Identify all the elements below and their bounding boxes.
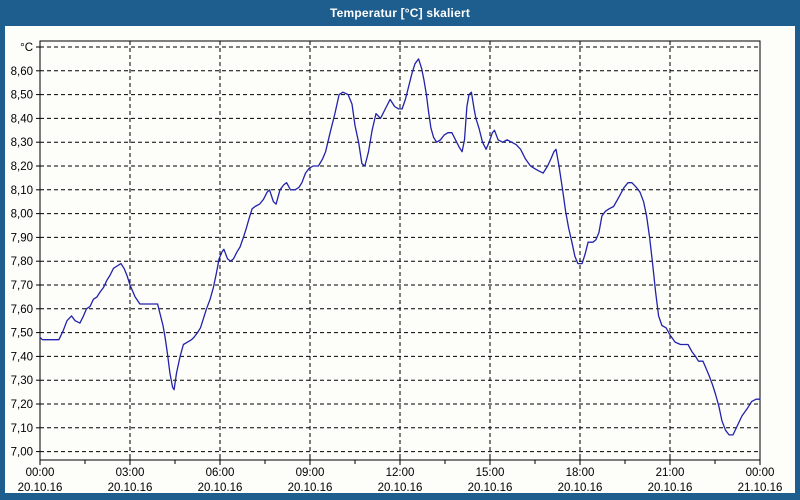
y-tick-label: 7,10 [11,423,33,435]
y-tick-label: °C [20,42,33,54]
y-tick-label: 8,50 [11,90,33,102]
x-tick-time-label: 09:00 [296,467,325,479]
x-tick-date-label: 20.10.16 [108,482,153,493]
y-tick-label: 7,80 [11,256,33,268]
x-tick-date-label: 20.10.16 [288,482,333,493]
y-tick-label: 7,60 [11,304,33,316]
y-tick-label: 8,20 [11,161,33,173]
x-tick-date-label: 20.10.16 [648,482,693,493]
x-tick-date-label: 21.10.16 [738,482,783,493]
y-tick-label: 7,90 [11,232,33,244]
x-tick-time-label: 15:00 [476,467,505,479]
x-tick-time-label: 03:00 [116,467,145,479]
window-titlebar[interactable]: Temperatur [°C] skaliert [0,0,800,26]
x-tick-date-label: 20.10.16 [198,482,243,493]
y-tick-label: 7,70 [11,280,33,292]
y-tick-label: 8,10 [11,185,33,197]
y-tick-label: 7,20 [11,399,33,411]
x-tick-time-label: 00:00 [26,467,55,479]
x-tick-time-label: 12:00 [386,467,415,479]
temperature-chart: °C 8,60 8,50 8,40 8,30 8,20 8,10 8,00 7,90 7,80 7,… [11,40,783,494]
y-tick-label: 7,00 [11,447,33,459]
x-tick-date-label: 20.10.16 [468,482,513,493]
x-tick-time-label: 06:00 [206,467,235,479]
y-tick-label: 7,40 [11,351,33,363]
y-tick-label: 8,40 [11,113,33,125]
y-tick-label: 7,50 [11,328,33,340]
temperature-series-line [39,58,761,436]
x-tick-date-label: 20.10.16 [18,482,63,493]
x-tick-date-label: 20.10.16 [558,482,603,493]
y-tick-label: 7,30 [11,375,33,387]
y-tick-label: 8,30 [11,137,33,149]
plot-border [39,40,761,461]
x-tick-time-label: 00:00 [746,467,775,479]
y-tick-label: 8,60 [11,66,33,78]
y-tick-label: 8,00 [11,209,33,221]
x-tick-date-label: 20.10.16 [378,482,423,493]
x-tick-time-label: 18:00 [566,467,595,479]
window-title: Temperatur [°C] skaliert [329,6,471,20]
chart-area: °C 8,60 8,50 8,40 8,30 8,20 8,10 8,00 7,90 7,80 7,… [5,26,795,494]
x-tick-time-label: 21:00 [656,467,685,479]
